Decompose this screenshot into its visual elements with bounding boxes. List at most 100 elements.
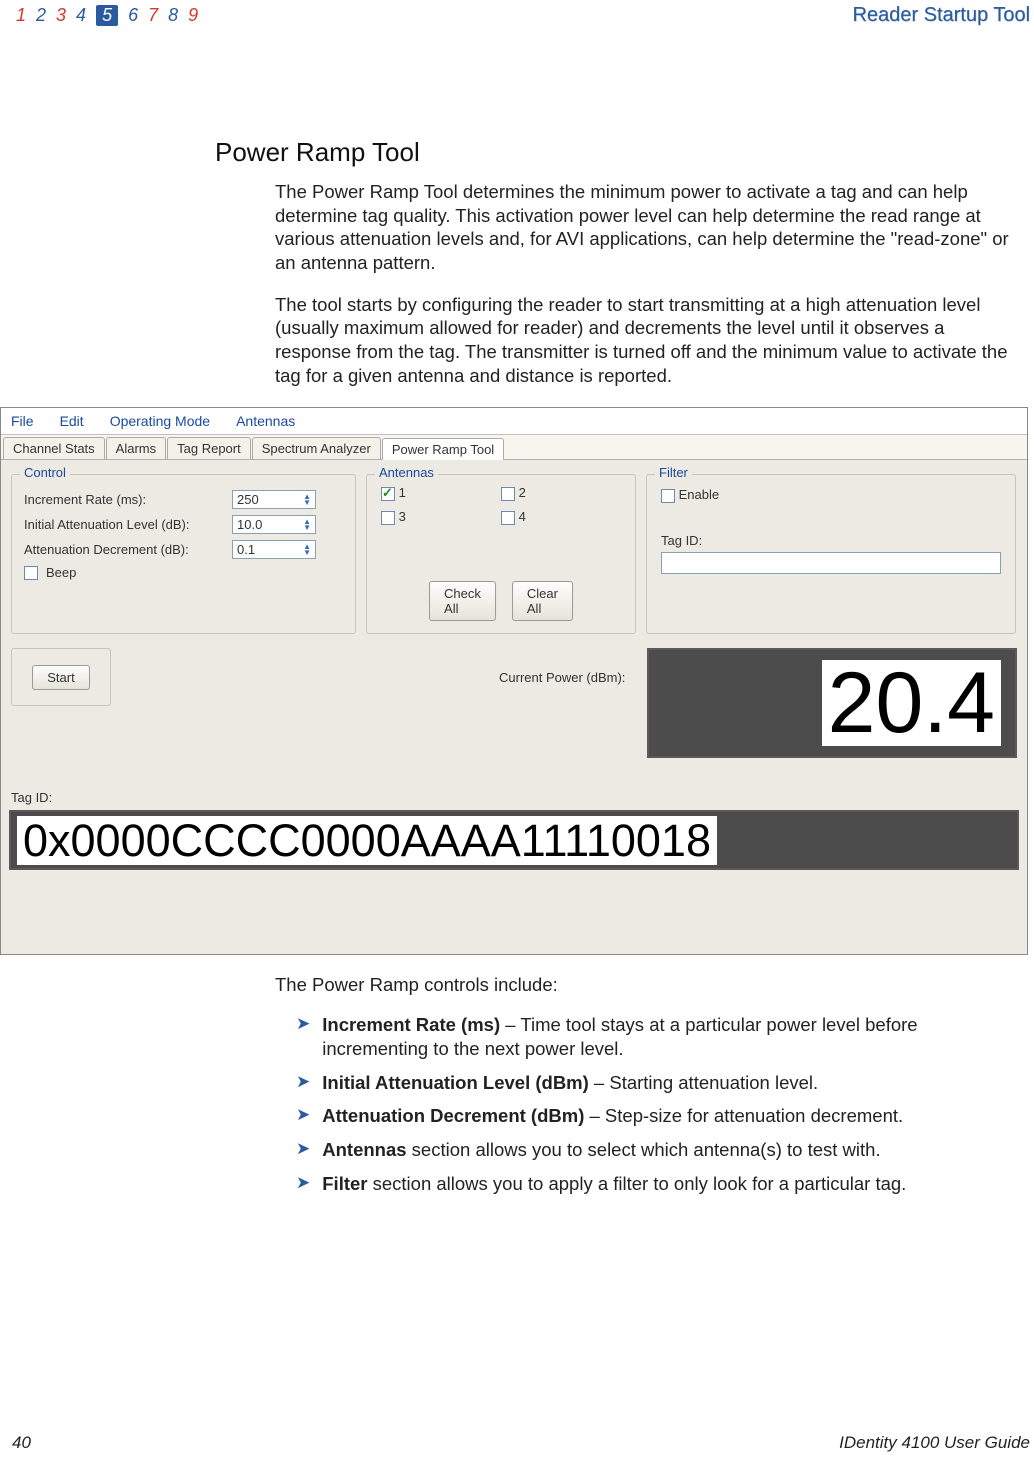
row-initial-attenuation: Initial Attenuation Level (dB): 10.0 ▲▼ [12, 512, 355, 537]
checkbox-antenna-4[interactable] [501, 511, 515, 525]
spinner-increment-rate[interactable]: 250 ▲▼ [232, 490, 316, 509]
spinner-buttons-icon[interactable]: ▲▼ [303, 544, 311, 556]
chapter-nav: 1 2 3 4 5 6 7 8 9 [16, 5, 198, 26]
chapter-3: 3 [56, 5, 66, 26]
menu-antennas[interactable]: Antennas [236, 413, 295, 429]
value-initial-attenuation: 10.0 [237, 517, 262, 532]
bullet-4-bold: Antennas [322, 1139, 406, 1160]
row-increment-rate: Increment Rate (ms): 250 ▲▼ [12, 487, 355, 512]
checkbox-filter-enable[interactable] [661, 489, 675, 503]
bullet-4-text: section allows you to select which anten… [407, 1139, 881, 1160]
value-tagid: 0x0000CCCC0000AAAA11110018 [17, 816, 717, 866]
bullet-2-bold: Initial Attenuation Level (dBm) [322, 1072, 589, 1093]
chapter-4: 4 [76, 5, 86, 26]
page-number: 40 [12, 1433, 31, 1453]
row-beep: Beep [12, 562, 355, 583]
chapter-1: 1 [16, 5, 26, 26]
label-tagid: Tag ID: [11, 790, 52, 805]
label-antenna-3: 3 [399, 509, 406, 524]
bullet-4: ➤ Antennas section allows you to select … [296, 1138, 1014, 1162]
antenna-buttons: Check All Clear All [429, 581, 573, 621]
section-title: Power Ramp Tool [215, 137, 1014, 168]
spinner-buttons-icon[interactable]: ▲▼ [303, 519, 311, 531]
label-filter-enable: Enable [679, 487, 719, 502]
start-box: Start [11, 648, 111, 706]
tab-channel-stats[interactable]: Channel Stats [3, 437, 105, 459]
bullet-marker-icon: ➤ [296, 1104, 310, 1127]
menu-edit[interactable]: Edit [60, 413, 84, 429]
antenna-grid: 1 2 3 4 [367, 475, 635, 534]
bullet-5-bold: Filter [322, 1173, 367, 1194]
controls-intro: The Power Ramp controls include: [275, 973, 1034, 997]
bullet-3: ➤ Attenuation Decrement (dBm) – Step-siz… [296, 1104, 1014, 1128]
label-antenna-2: 2 [519, 485, 526, 500]
label-attenuation-decrement: Attenuation Decrement (dB): [24, 542, 224, 557]
group-filter: Filter Enable Tag ID: [646, 474, 1016, 634]
row-attenuation-decrement: Attenuation Decrement (dB): 0.1 ▲▼ [12, 537, 355, 562]
application-screenshot: File Edit Operating Mode Antennas Channe… [0, 407, 1028, 955]
group-antennas: Antennas 1 2 3 4 Check All Clear All [366, 474, 636, 634]
page-footer: 40 IDentity 4100 User Guide [0, 1433, 1034, 1453]
display-current-power: 20.4 [647, 648, 1017, 758]
menu-operating-mode[interactable]: Operating Mode [110, 413, 210, 429]
bullet-5-text: section allows you to apply a filter to … [367, 1173, 906, 1194]
checkbox-beep[interactable] [24, 566, 38, 580]
controls-intro-block: The Power Ramp controls include: [0, 973, 1034, 997]
menu-bar: File Edit Operating Mode Antennas [1, 408, 1027, 435]
value-increment-rate: 250 [237, 492, 259, 507]
display-tagid: 0x0000CCCC0000AAAA11110018 [9, 810, 1019, 870]
tab-tag-report[interactable]: Tag Report [167, 437, 251, 459]
bullet-1: ➤ Increment Rate (ms) – Time tool stays … [296, 1013, 1014, 1060]
bullet-marker-icon: ➤ [296, 1138, 310, 1161]
label-beep: Beep [46, 565, 246, 580]
chapter-5-active: 5 [96, 5, 118, 26]
menu-file[interactable]: File [11, 413, 34, 429]
label-filter-tagid: Tag ID: [661, 533, 1001, 548]
input-filter-tagid[interactable] [661, 552, 1001, 574]
tab-spectrum-analyzer[interactable]: Spectrum Analyzer [252, 437, 381, 459]
group-control: Control Increment Rate (ms): 250 ▲▼ Init… [11, 474, 356, 634]
bullet-marker-icon: ➤ [296, 1071, 310, 1094]
row-filter-tagid: Tag ID: [647, 515, 1015, 574]
value-attenuation-decrement: 0.1 [237, 542, 255, 557]
bullet-2-text: – Starting attenuation level. [589, 1072, 818, 1093]
legend-antennas: Antennas [375, 465, 438, 480]
header-title: Reader Startup Tool [852, 4, 1030, 27]
para-1: The Power Ramp Tool determines the minim… [275, 180, 1014, 275]
tab-power-ramp-tool[interactable]: Power Ramp Tool [382, 438, 504, 460]
spinner-buttons-icon[interactable]: ▲▼ [303, 494, 311, 506]
label-antenna-4: 4 [519, 509, 526, 524]
guide-name: IDentity 4100 User Guide [839, 1433, 1030, 1453]
chapter-8: 8 [168, 5, 178, 26]
checkbox-antenna-1[interactable] [381, 487, 395, 501]
bullet-marker-icon: ➤ [296, 1013, 310, 1036]
label-antenna-1: 1 [399, 485, 406, 500]
check-all-button[interactable]: Check All [429, 581, 496, 621]
bullet-marker-icon: ➤ [296, 1172, 310, 1195]
bullet-5: ➤ Filter section allows you to apply a f… [296, 1172, 1014, 1196]
legend-filter: Filter [655, 465, 692, 480]
page-header: 1 2 3 4 5 6 7 8 9 Reader Startup Tool [0, 0, 1034, 27]
body-text: The Power Ramp Tool determines the minim… [215, 180, 1014, 387]
start-button[interactable]: Start [32, 665, 89, 690]
chapter-2: 2 [36, 5, 46, 26]
main-content: Power Ramp Tool The Power Ramp Tool dete… [0, 27, 1034, 387]
checkbox-antenna-3[interactable] [381, 511, 395, 525]
tab-strip: Channel Stats Alarms Tag Report Spectrum… [1, 435, 1027, 460]
panel-area: Control Increment Rate (ms): 250 ▲▼ Init… [1, 460, 1027, 950]
label-current-power: Current Power (dBm): [499, 670, 625, 685]
row-filter-enable: Enable [647, 475, 1015, 515]
checkbox-antenna-2[interactable] [501, 487, 515, 501]
label-initial-attenuation: Initial Attenuation Level (dB): [24, 517, 224, 532]
value-current-power: 20.4 [822, 660, 1001, 746]
tab-alarms[interactable]: Alarms [106, 437, 166, 459]
spinner-attenuation-decrement[interactable]: 0.1 ▲▼ [232, 540, 316, 559]
legend-control: Control [20, 465, 70, 480]
chapter-6: 6 [128, 5, 138, 26]
label-increment-rate: Increment Rate (ms): [24, 492, 224, 507]
para-2: The tool starts by configuring the reade… [275, 293, 1014, 388]
chapter-9: 9 [188, 5, 198, 26]
clear-all-button[interactable]: Clear All [512, 581, 573, 621]
spinner-initial-attenuation[interactable]: 10.0 ▲▼ [232, 515, 316, 534]
chapter-7: 7 [148, 5, 158, 26]
